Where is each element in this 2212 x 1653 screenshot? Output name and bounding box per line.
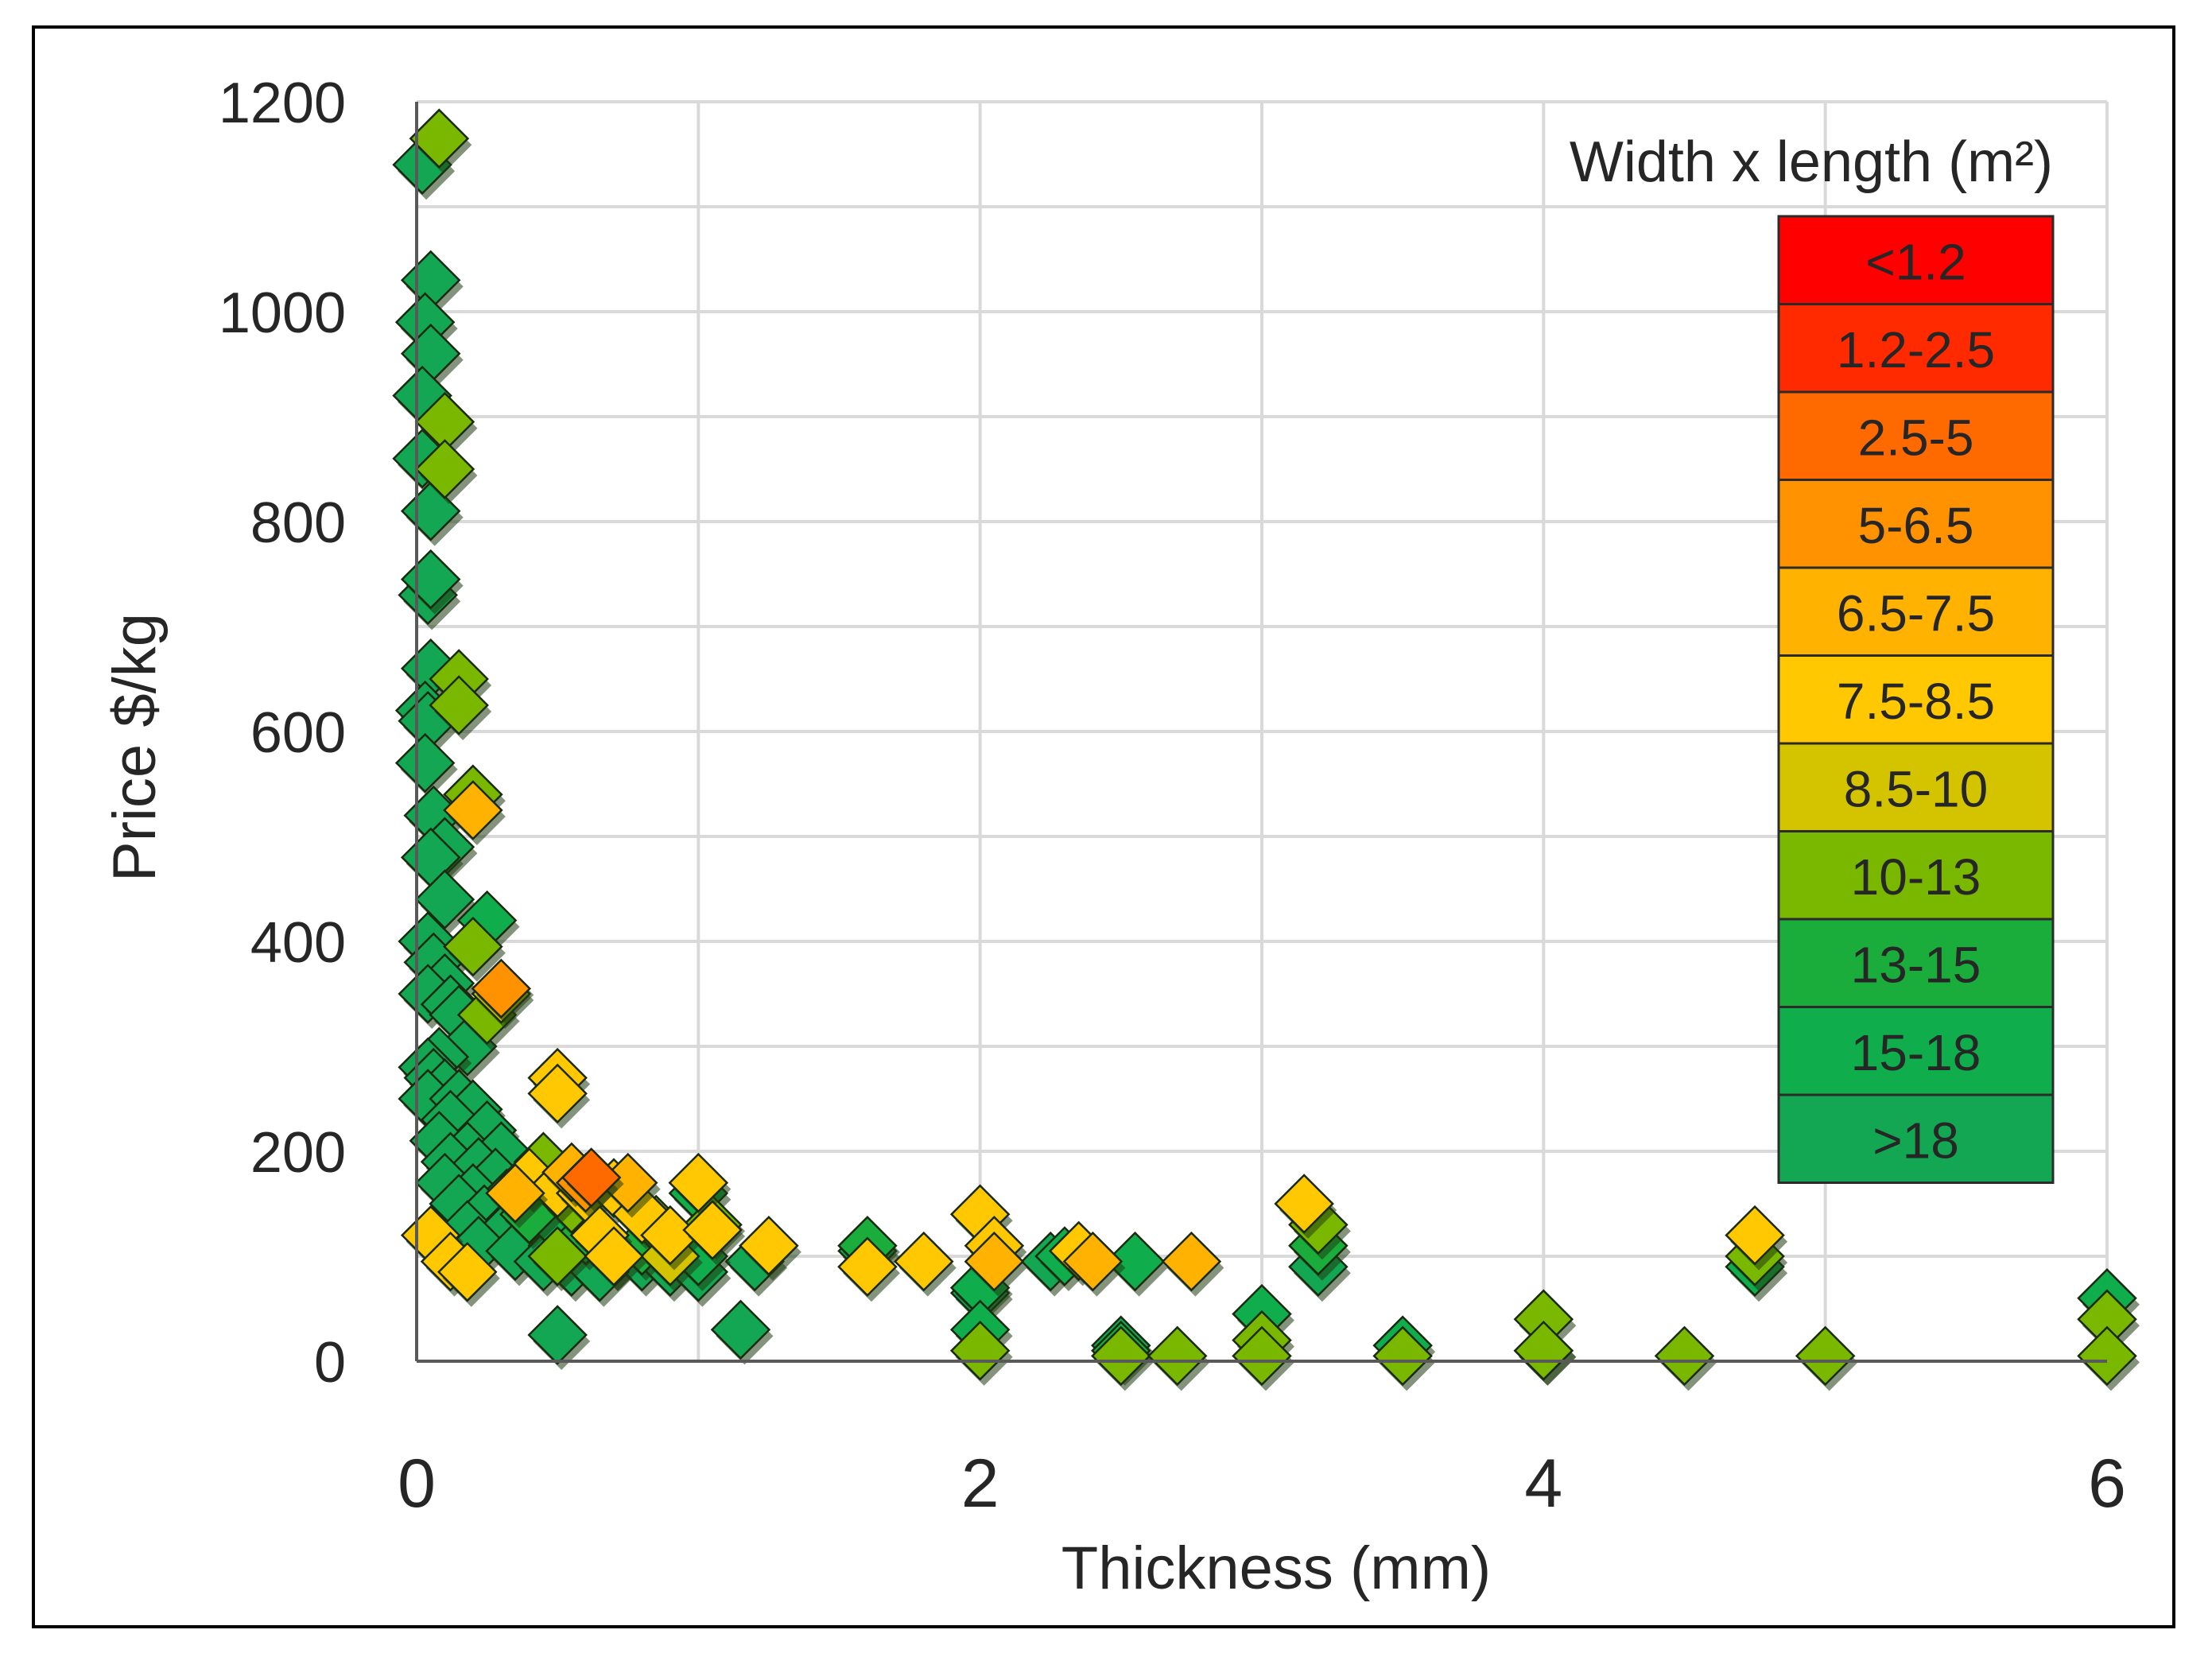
- gridlines: [417, 100, 2109, 1361]
- data-point: [429, 675, 492, 740]
- legend: Width x length (m²) <1.2 1.2-2.5 2.5-5 5-6.…: [1570, 130, 2055, 1184]
- data-point: [443, 780, 506, 845]
- legend-label: 10-13: [1851, 848, 1981, 906]
- legend-label: 6.5-7.5: [1837, 584, 1995, 642]
- legend-swatch: [1777, 1093, 2055, 1184]
- data-point: [739, 1216, 801, 1281]
- data-point: [394, 732, 458, 798]
- legend-swatch: [1777, 390, 2055, 481]
- legend-item: 7.5-8.5: [1777, 654, 2055, 745]
- data-point: [1274, 1174, 1337, 1239]
- legend-item: 5-6.5: [1777, 479, 2055, 569]
- legend-items: <1.2 1.2-2.5 2.5-5 5-6.5 6.5-7.5 7.5-8.5 8.5-1…: [1777, 215, 2055, 1184]
- legend-label: 15-18: [1851, 1024, 1981, 1081]
- data-point: [437, 1242, 500, 1307]
- data-point: [485, 1163, 549, 1228]
- data-point: [837, 1236, 900, 1302]
- legend-item: 6.5-7.5: [1777, 566, 2055, 657]
- legend-item: 2.5-5: [1777, 390, 2055, 481]
- y-tick-label: 1200: [219, 72, 346, 135]
- y-tick-label: 600: [250, 701, 346, 765]
- x-tick-label: 4: [1524, 1445, 1562, 1522]
- y-tick-label: 400: [250, 911, 346, 975]
- data-point: [1161, 1231, 1224, 1297]
- legend-item: 13-15: [1777, 918, 2055, 1008]
- legend-swatch: [1777, 1006, 2055, 1096]
- data-point: [668, 1152, 732, 1218]
- legend-item: 10-13: [1777, 830, 2055, 921]
- data-point: [2077, 1325, 2140, 1391]
- y-tick-label: 0: [314, 1331, 346, 1395]
- y-tick-label: 200: [250, 1121, 346, 1185]
- data-point: [443, 916, 506, 982]
- legend-swatch: [1777, 654, 2055, 745]
- data-point: [527, 1063, 591, 1129]
- data-point: [1725, 1205, 1788, 1271]
- legend-swatch: [1777, 742, 2055, 832]
- legend-swatch: [1777, 215, 2055, 305]
- y-tick-label: 1000: [219, 281, 346, 345]
- tick-labels: 0 2 4 6 0 200 400 600 800 1000 1200: [219, 72, 2126, 1522]
- legend-item: <1.2: [1777, 215, 2055, 305]
- legend-label: 8.5-10: [1844, 760, 1988, 817]
- data-point: [949, 1321, 1013, 1386]
- data-point: [964, 1231, 1027, 1297]
- legend-swatch: [1777, 479, 2055, 569]
- legend-label: 13-15: [1851, 936, 1981, 993]
- legend-swatch: [1777, 303, 2055, 394]
- data-point: [1513, 1321, 1577, 1386]
- x-tick-label: 2: [961, 1445, 999, 1522]
- data-point: [1062, 1231, 1126, 1297]
- data-point: [710, 1299, 774, 1365]
- legend-title: Width x length (m²): [1570, 130, 2053, 194]
- legend-label: <1.2: [1865, 233, 1966, 290]
- data-point: [414, 439, 478, 504]
- data-point: [409, 108, 472, 174]
- x-tick-label: 0: [398, 1445, 436, 1522]
- legend-item: >18: [1777, 1093, 2055, 1184]
- legend-label: >18: [1872, 1112, 1959, 1169]
- data-point: [471, 958, 534, 1024]
- data-point: [584, 1226, 647, 1291]
- legend-label: 7.5-8.5: [1837, 673, 1995, 730]
- data-point: [1104, 1231, 1168, 1297]
- y-axis-title: Price $/kg: [101, 613, 169, 882]
- data-point: [561, 1147, 624, 1213]
- legend-item: 1.2-2.5: [1777, 303, 2055, 394]
- legend-label: 2.5-5: [1858, 409, 1974, 466]
- data-point: [894, 1231, 957, 1297]
- data-point: [527, 1226, 591, 1291]
- legend-item: 15-18: [1777, 1006, 2055, 1096]
- data-point: [682, 1200, 746, 1265]
- x-tick-label: 6: [2088, 1445, 2126, 1522]
- data-point: [527, 1305, 591, 1370]
- legend-label: 1.2-2.5: [1837, 321, 1995, 378]
- legend-swatch: [1777, 830, 2055, 921]
- legend-label: 5-6.5: [1858, 497, 1974, 554]
- axes: [415, 102, 2107, 1363]
- y-tick-label: 800: [250, 491, 346, 555]
- legend-item: 8.5-10: [1777, 742, 2055, 832]
- x-axis-title: Thickness (mm): [1061, 1535, 1491, 1602]
